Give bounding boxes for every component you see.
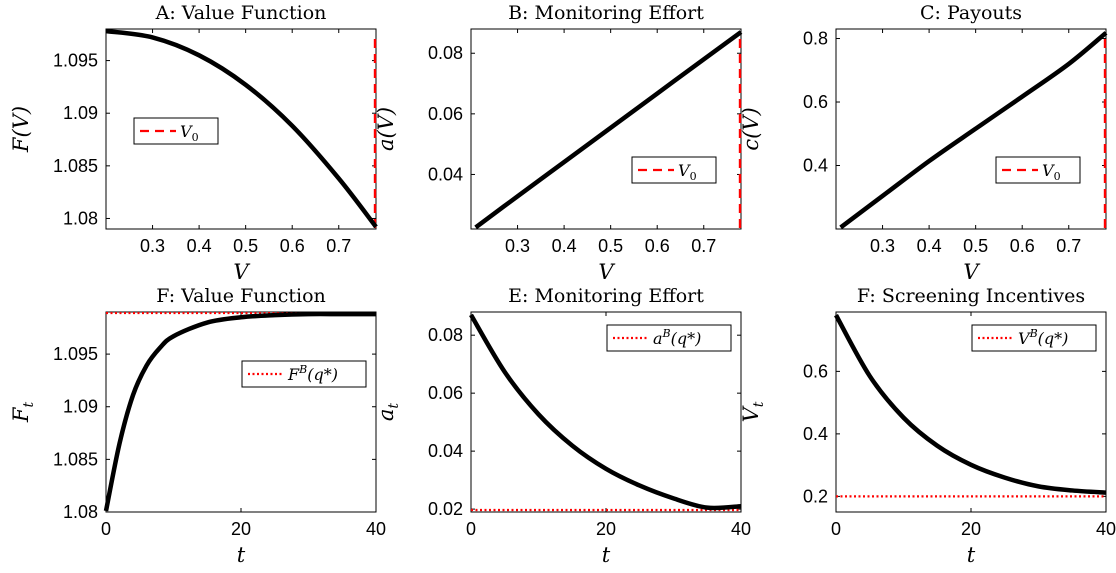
chart5-xlabel: t	[602, 543, 611, 567]
chart3-legend: V0	[995, 156, 1081, 184]
chart4-ytick-label: 1.095	[53, 344, 98, 364]
chart5-xtick-label: 20	[596, 519, 616, 539]
chart4-ytick-label: 1.09	[63, 397, 98, 417]
chart5-title: E: Monitoring Effort	[508, 285, 704, 307]
chart3-ytick-label: 0.6	[803, 92, 828, 112]
chart4-ylabel: Ft	[9, 402, 37, 424]
chart1-xtick-label: 0.5	[233, 236, 258, 256]
chart6-ylabel: Vt	[739, 401, 767, 422]
chart4-xlabel: t	[237, 543, 246, 567]
chart1-title: A: Value Function	[155, 2, 327, 24]
chart6-series-line	[834, 314, 1107, 495]
chart4-xtick-label: 40	[366, 519, 386, 539]
chart4-xtick-label: 0	[101, 519, 111, 539]
chart3-xtick-label: 0.3	[870, 236, 895, 256]
chart4-xtick-label: 20	[231, 519, 251, 539]
chart6-xtick-label: 20	[961, 519, 981, 539]
chart4-legend: FB(q*)	[241, 360, 367, 388]
chart3-xtick-label: 0.4	[917, 236, 942, 256]
chart1-xtick-label: 0.3	[140, 236, 165, 256]
chart4-axes-box	[105, 311, 377, 513]
chart1-ytick-label: 1.095	[53, 51, 98, 71]
chart6-panel: F: Screening Incentives 0 20 40 0.2 0.4 0.6 t Vt…	[739, 285, 1116, 567]
chart5-xtick-label: 0	[466, 519, 476, 539]
chart1-legend: V0	[133, 117, 219, 145]
chart2-xtick-label: 0.5	[598, 236, 623, 256]
chart1-ytick-label: 1.085	[53, 156, 98, 176]
chart2-series-line	[474, 30, 743, 230]
chart3-ytick-label: 0.4	[803, 156, 828, 176]
chart5-ytick-label: 0.06	[428, 383, 463, 403]
chart6-title: F: Screening Incentives	[857, 285, 1085, 307]
chart2-xtick-label: 0.6	[645, 236, 670, 256]
chart1-legend-label: V0	[180, 122, 199, 144]
chart1-ylabel: F(V)	[9, 106, 33, 153]
chart6-legend: VB(q*)	[971, 324, 1097, 352]
chart1-xlabel: V	[233, 260, 250, 284]
chart5-ytick-label: 0.08	[428, 325, 463, 345]
chart2-ylabel: a(V)	[374, 107, 398, 151]
chart3-ylabel: c(V)	[739, 107, 763, 150]
chart1-xtick-label: 0.7	[326, 236, 351, 256]
chart3-xlabel: V	[963, 260, 980, 284]
chart2-xlabel: V	[598, 260, 615, 284]
chart2-xtick-label: 0.3	[505, 236, 530, 256]
chart5-ytick-label: 0.02	[428, 499, 463, 519]
chart1-xtick-label: 0.6	[280, 236, 305, 256]
chart2-legend: V0	[631, 156, 717, 184]
chart3-ytick-label: 0.8	[803, 29, 828, 49]
chart2-panel: B: Monitoring Effort 0.3 0.4 0.5 0.6 0.7 0.04 0…	[374, 2, 743, 284]
chart4-legend-label: FB(q*)	[287, 363, 338, 384]
chart3-xtick-label: 0.5	[963, 236, 988, 256]
chart6-xlabel: t	[967, 543, 976, 567]
chart5-xtick-label: 40	[731, 519, 751, 539]
chart2-xtick-label: 0.4	[552, 236, 577, 256]
chart1-ytick-label: 1.08	[63, 208, 98, 228]
chart5-legend: aB(q*)	[606, 324, 732, 352]
chart5-panel: E: Monitoring Effort 0 20 40 0.02 0.04 0.06 0.0…	[374, 285, 751, 567]
chart4-ytick-label: 1.08	[63, 502, 98, 522]
chart3-legend-label: V0	[1042, 161, 1061, 183]
chart3-series-line	[839, 31, 1108, 230]
chart2-legend-label: V0	[678, 161, 697, 183]
chart4-title: F: Value Function	[156, 285, 326, 307]
chart1-ytick-label: 1.09	[63, 103, 98, 123]
chart4-series-line	[103, 311, 376, 512]
chart2-ytick-label: 0.06	[428, 104, 463, 124]
chart2-title: B: Monitoring Effort	[508, 2, 704, 24]
chart3-title: C: Payouts	[920, 2, 1022, 24]
chart6-legend-label: VB(q*)	[1018, 327, 1068, 348]
chart4-ytick-label: 1.085	[53, 449, 98, 469]
chart5-legend-label: aB(q*)	[653, 327, 701, 348]
chart1-panel: A: Value Function 0.3 0.4 0.5 0.6 0.7 1.08 1.08…	[9, 2, 378, 284]
chart4-panel: F: Value Function 0 20 40 1.08 1.085 1.09 1.095…	[9, 285, 386, 567]
chart5-series-line	[469, 313, 742, 511]
chart6-legend-box	[971, 324, 1097, 352]
chart2-xtick-label: 0.7	[691, 236, 716, 256]
chart3-panel: C: Payouts 0.3 0.4 0.5 0.6 0.7 0.4 0.6 0.8 Vc(V) V…	[739, 2, 1108, 284]
chart3-xtick-label: 0.7	[1056, 236, 1081, 256]
chart6-xtick-label: 40	[1096, 519, 1116, 539]
chart2-ytick-label: 0.04	[428, 164, 463, 184]
chart5-ytick-label: 0.04	[428, 441, 463, 461]
chart6-ytick-label: 0.2	[803, 486, 828, 506]
chart2-ytick-label: 0.08	[428, 43, 463, 63]
chart1-series-line	[105, 28, 378, 229]
chart3-xtick-label: 0.6	[1010, 236, 1035, 256]
chart5-ylabel: at	[374, 403, 402, 422]
chart6-xtick-label: 0	[831, 519, 841, 539]
chart6-ytick-label: 0.4	[803, 424, 828, 444]
chart1-xtick-label: 0.4	[187, 236, 212, 256]
chart6-ytick-label: 0.6	[803, 361, 828, 381]
